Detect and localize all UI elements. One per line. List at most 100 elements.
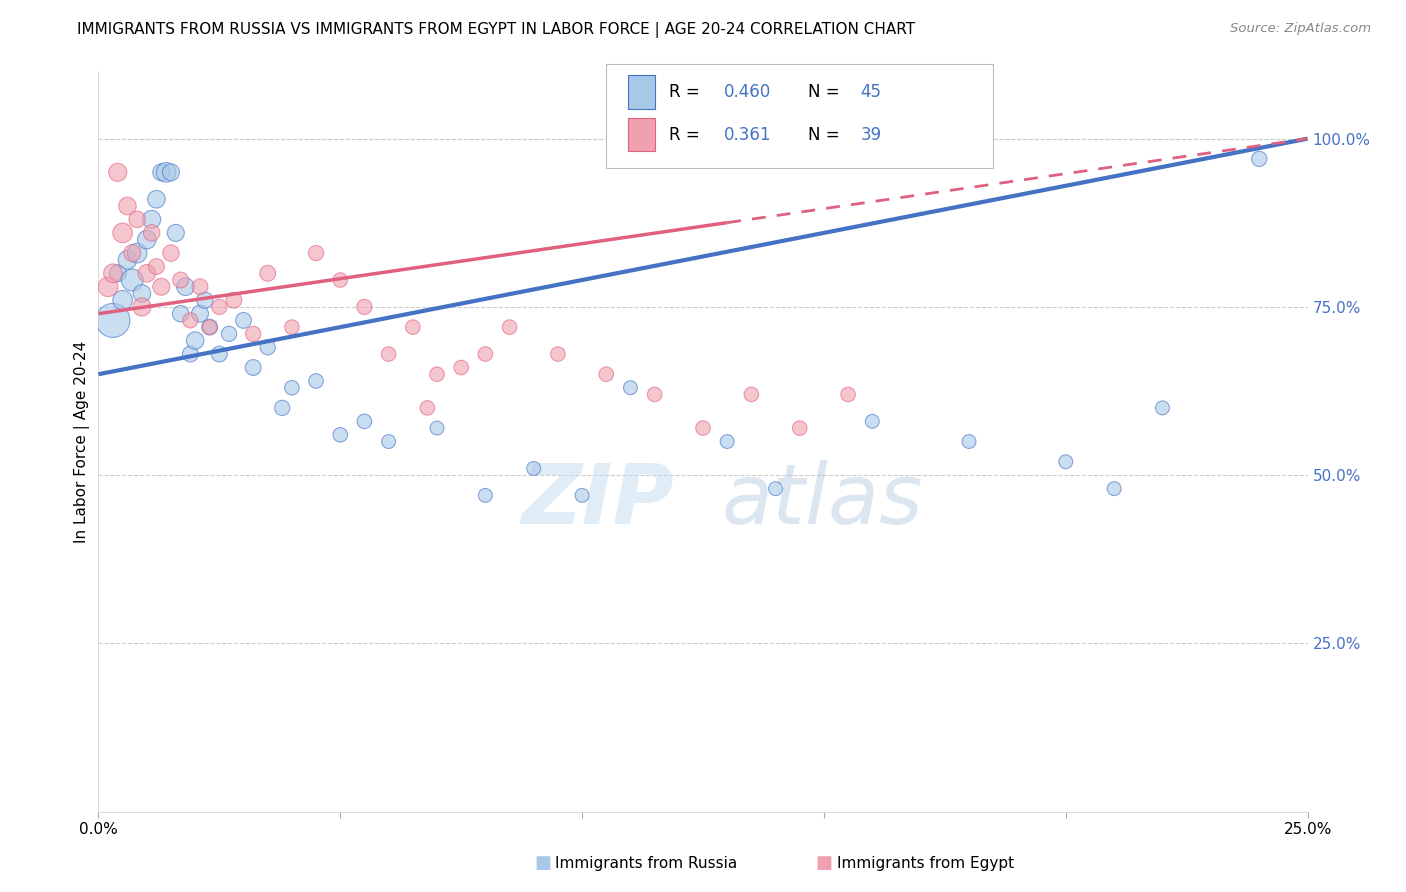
Point bbox=[135, 266, 157, 280]
Point bbox=[789, 421, 811, 435]
Point bbox=[450, 360, 472, 375]
Text: R =: R = bbox=[669, 126, 710, 144]
Point bbox=[121, 246, 143, 260]
Y-axis label: In Labor Force | Age 20-24: In Labor Force | Age 20-24 bbox=[75, 341, 90, 542]
Point bbox=[305, 246, 328, 260]
Point bbox=[160, 165, 183, 179]
Point bbox=[117, 252, 139, 267]
Point bbox=[426, 368, 449, 382]
Text: atlas: atlas bbox=[721, 460, 922, 541]
Point bbox=[377, 434, 399, 449]
Point bbox=[305, 374, 328, 388]
Point bbox=[174, 279, 197, 293]
Point bbox=[179, 347, 201, 361]
Point bbox=[1249, 152, 1271, 166]
Text: ZIP: ZIP bbox=[522, 460, 675, 541]
Point bbox=[179, 313, 201, 327]
Point bbox=[194, 293, 217, 308]
Point bbox=[184, 334, 207, 348]
Text: ■: ■ bbox=[815, 855, 832, 872]
Point bbox=[150, 279, 173, 293]
Point bbox=[595, 368, 617, 382]
Bar bbox=[628, 118, 655, 152]
Point bbox=[111, 226, 134, 240]
Text: N =: N = bbox=[808, 83, 845, 101]
Point bbox=[256, 266, 278, 280]
Point bbox=[141, 212, 163, 227]
Point bbox=[256, 340, 278, 354]
Point bbox=[353, 414, 375, 428]
Point bbox=[135, 233, 157, 247]
Point bbox=[232, 313, 254, 327]
Point bbox=[402, 320, 425, 334]
Text: 0.361: 0.361 bbox=[724, 126, 770, 144]
Text: 39: 39 bbox=[860, 126, 882, 144]
Point bbox=[957, 434, 980, 449]
Point bbox=[571, 488, 593, 502]
Point bbox=[837, 387, 859, 401]
Point bbox=[141, 226, 163, 240]
Text: N =: N = bbox=[808, 126, 845, 144]
Point bbox=[117, 199, 139, 213]
Point bbox=[208, 300, 231, 314]
Point bbox=[860, 414, 883, 428]
Point bbox=[619, 381, 641, 395]
Point bbox=[426, 421, 449, 435]
Point bbox=[198, 320, 221, 334]
Point bbox=[218, 326, 240, 341]
Point bbox=[498, 320, 520, 334]
Text: IMMIGRANTS FROM RUSSIA VS IMMIGRANTS FROM EGYPT IN LABOR FORCE | AGE 20-24 CORRE: IMMIGRANTS FROM RUSSIA VS IMMIGRANTS FRO… bbox=[77, 22, 915, 38]
Point bbox=[107, 165, 129, 179]
Point bbox=[101, 266, 124, 280]
Point bbox=[281, 381, 304, 395]
Point bbox=[131, 286, 153, 301]
Point bbox=[208, 347, 231, 361]
Point bbox=[474, 488, 496, 502]
Text: Immigrants from Russia: Immigrants from Russia bbox=[555, 856, 738, 871]
Point bbox=[160, 246, 183, 260]
Point bbox=[111, 293, 134, 308]
Point bbox=[740, 387, 762, 401]
Point bbox=[547, 347, 569, 361]
Point bbox=[145, 260, 167, 274]
Point bbox=[1054, 455, 1077, 469]
Point bbox=[121, 273, 143, 287]
Point bbox=[242, 326, 264, 341]
Point bbox=[97, 279, 120, 293]
Point bbox=[101, 313, 124, 327]
Point bbox=[716, 434, 738, 449]
Point bbox=[416, 401, 439, 415]
Point bbox=[523, 461, 546, 475]
Point bbox=[169, 307, 191, 321]
Point bbox=[145, 192, 167, 206]
Point bbox=[1102, 482, 1125, 496]
Text: R =: R = bbox=[669, 83, 706, 101]
Point bbox=[281, 320, 304, 334]
Point bbox=[692, 421, 714, 435]
Point bbox=[155, 165, 177, 179]
Point bbox=[169, 273, 191, 287]
Point bbox=[150, 165, 173, 179]
Text: Immigrants from Egypt: Immigrants from Egypt bbox=[837, 856, 1014, 871]
Bar bbox=[628, 75, 655, 109]
Text: 45: 45 bbox=[860, 83, 882, 101]
Point bbox=[127, 212, 149, 227]
Point bbox=[188, 279, 211, 293]
Point bbox=[329, 273, 352, 287]
Point bbox=[188, 307, 211, 321]
Point bbox=[765, 482, 787, 496]
Point bbox=[271, 401, 294, 415]
Point bbox=[353, 300, 375, 314]
Point bbox=[242, 360, 264, 375]
Point bbox=[165, 226, 187, 240]
Point bbox=[329, 427, 352, 442]
Point bbox=[1152, 401, 1174, 415]
Point bbox=[131, 300, 153, 314]
Text: 0.460: 0.460 bbox=[724, 83, 770, 101]
FancyBboxPatch shape bbox=[606, 64, 993, 168]
Point bbox=[222, 293, 245, 308]
Point bbox=[644, 387, 666, 401]
Point bbox=[377, 347, 399, 361]
Point bbox=[127, 246, 149, 260]
Point bbox=[474, 347, 496, 361]
